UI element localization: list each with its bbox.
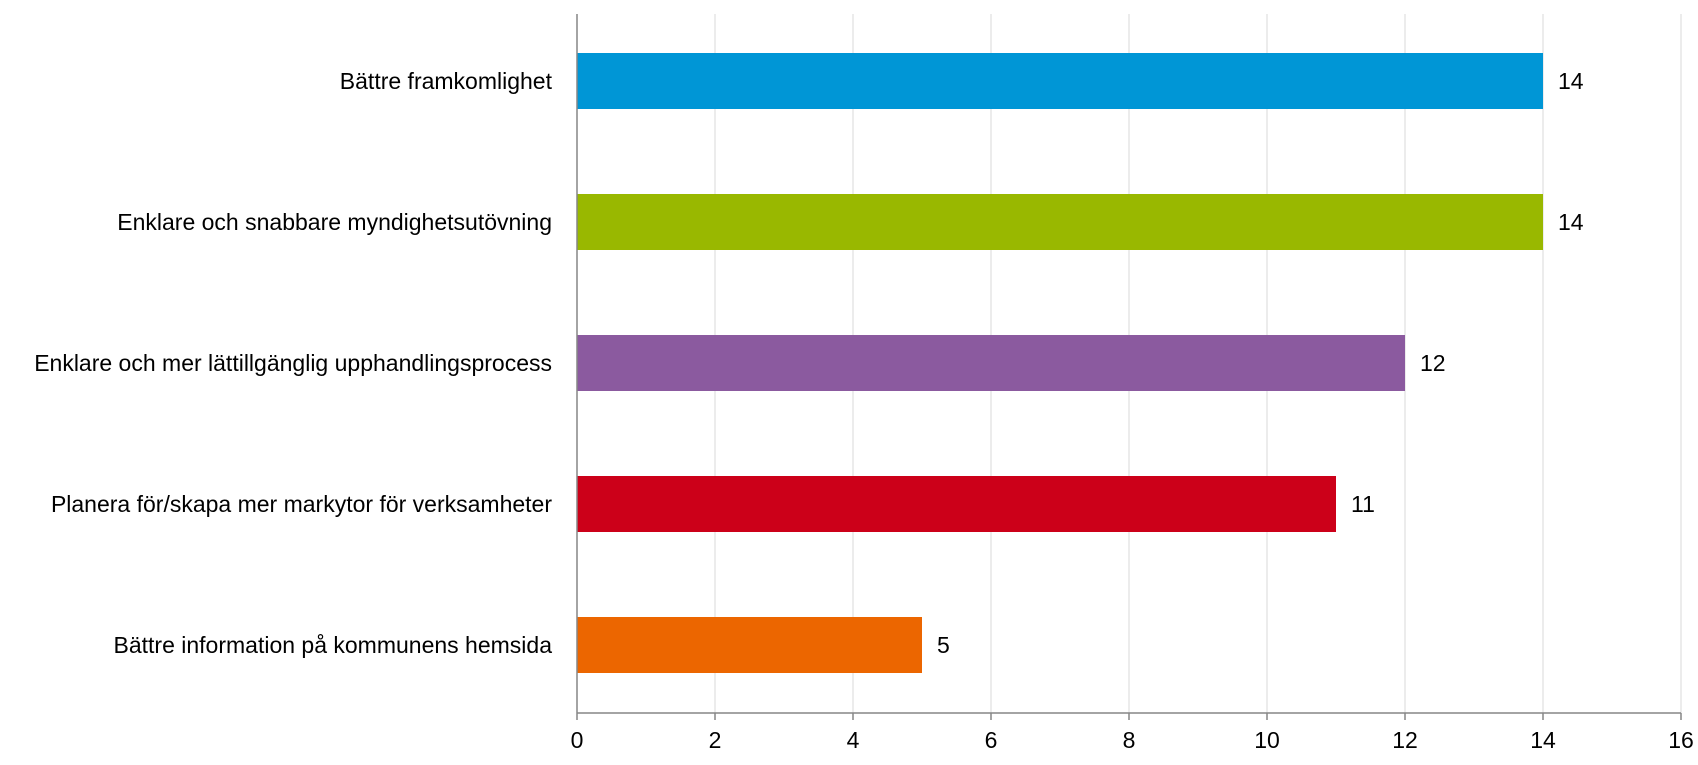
bar [577, 194, 1543, 250]
bar [577, 617, 922, 673]
x-tick-label: 4 [847, 727, 860, 753]
category-label: Bättre information på kommunens hemsida [114, 632, 553, 658]
bar [577, 53, 1543, 109]
x-tick-label: 16 [1668, 727, 1694, 753]
data-label: 14 [1558, 209, 1584, 235]
x-tick-label: 6 [985, 727, 998, 753]
x-tick-label: 2 [709, 727, 722, 753]
x-tick-labels: 0 2 4 6 8 10 12 14 16 [571, 727, 1694, 753]
x-tick-label: 0 [571, 727, 584, 753]
bar [577, 335, 1405, 391]
x-axis [576, 14, 1682, 720]
category-label: Enklare och snabbare myndighetsutövning [117, 209, 552, 235]
category-label: Bättre framkomlighet [340, 68, 553, 94]
category-labels: Bättre framkomlighet Enklare och snabbare… [34, 68, 552, 658]
x-tick-label: 10 [1254, 727, 1280, 753]
x-tick-label: 8 [1123, 727, 1136, 753]
x-tick-label: 12 [1392, 727, 1418, 753]
category-label: Enklare och mer lättillgänglig upphandli… [34, 350, 552, 376]
data-label: 11 [1351, 491, 1375, 517]
data-label: 14 [1558, 68, 1584, 94]
data-label: 12 [1420, 350, 1446, 376]
data-labels: 14 14 12 11 5 [937, 68, 1584, 658]
bars [577, 53, 1543, 673]
data-label: 5 [937, 632, 950, 658]
category-label: Planera för/skapa mer markytor för verks… [51, 491, 552, 517]
x-tick-label: 14 [1530, 727, 1556, 753]
bar [577, 476, 1336, 532]
